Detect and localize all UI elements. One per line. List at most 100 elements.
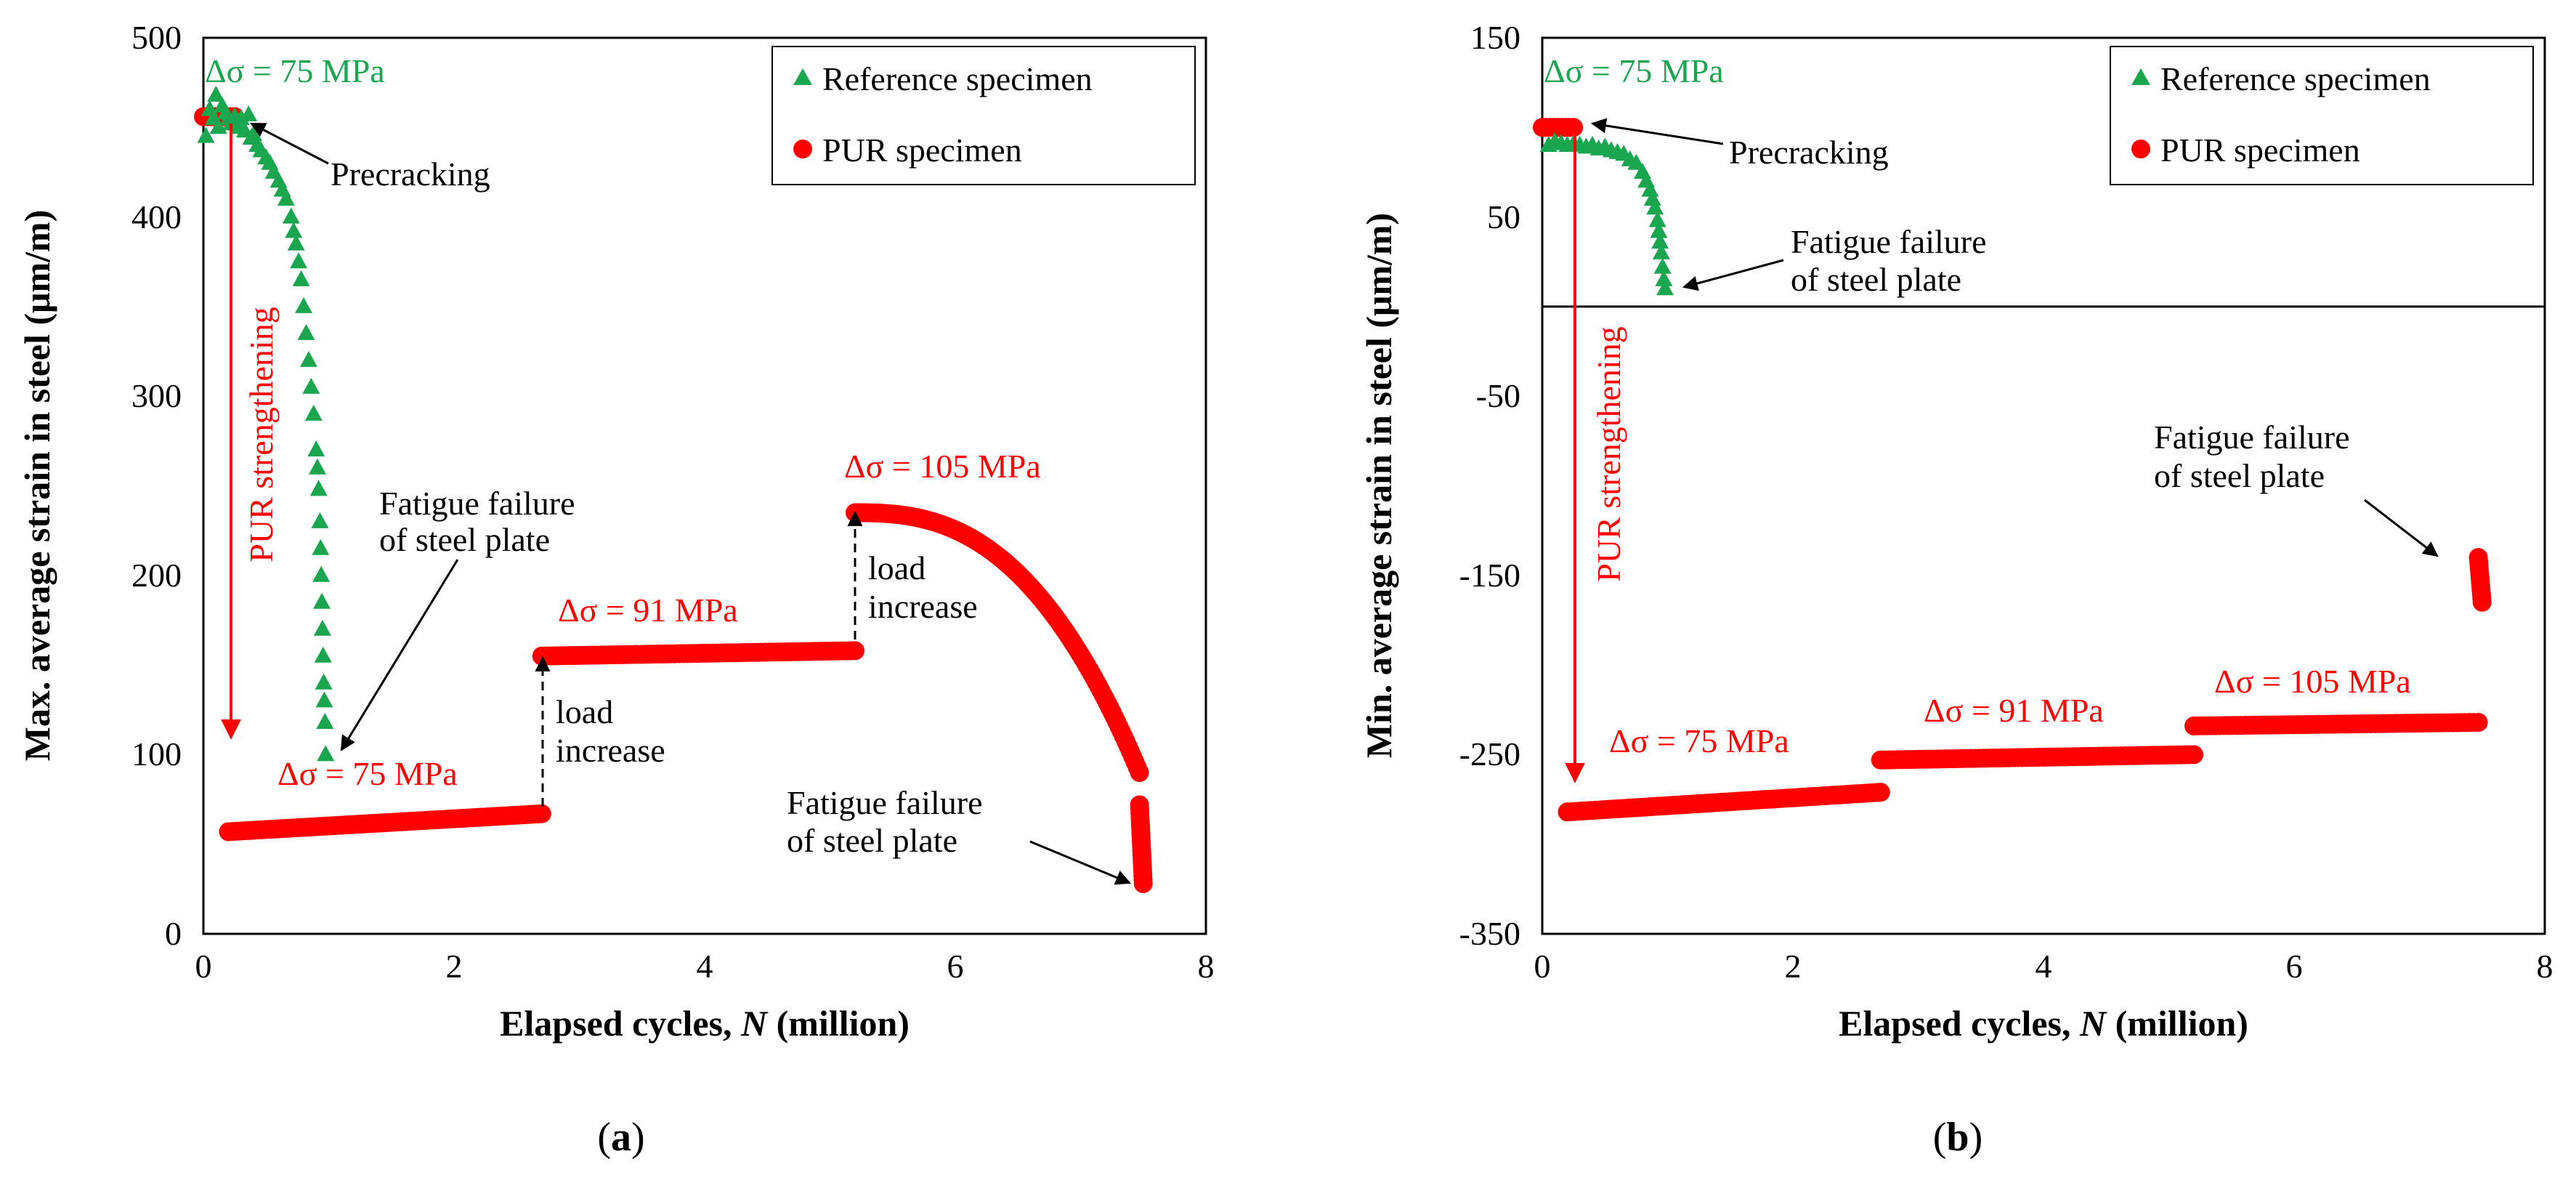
data-point-reference: [240, 105, 258, 122]
data-point-reference: [1650, 222, 1668, 238]
data-point-pur: [1871, 783, 1890, 802]
data-point-reference: [282, 207, 300, 224]
data-point-pur: [2184, 745, 2203, 765]
data-marks-a: [194, 85, 1153, 893]
panel-label-b: (b): [1933, 1115, 1982, 1160]
data-point-pur: [532, 804, 551, 823]
annotation-fatigue-failure-1b: of steel plate: [379, 521, 550, 558]
data-point-reference: [312, 538, 330, 555]
annotation-fatigue-failure-1: Fatigue failure: [379, 485, 575, 522]
x-axis-label-var: N: [2079, 1003, 2107, 1044]
annotation-stress-75-red: Δσ = 75 MPa: [1609, 722, 1789, 759]
x-tick-label: 8: [2537, 948, 2553, 985]
x-tick-label: 2: [446, 948, 463, 985]
data-point-reference: [1646, 198, 1664, 215]
legend-entry-pur: PUR specimen: [822, 132, 1022, 169]
y-tick-label: 100: [131, 735, 182, 772]
annotation-load-2: load: [868, 549, 926, 586]
data-point-reference: [1652, 243, 1670, 259]
x-axis-label-a: Elapsed cycles, N (million): [500, 1003, 910, 1044]
arrow-precracking: [250, 122, 329, 165]
x-tick-label: 6: [947, 948, 964, 985]
data-point-reference: [312, 565, 331, 582]
arrow-fatigue-failure-2: [1029, 840, 1131, 885]
data-point-pur: [846, 641, 864, 661]
y-tick-label: 0: [165, 915, 182, 952]
data-point-reference: [277, 189, 295, 206]
data-point-pur: [2472, 592, 2492, 612]
data-point-reference: [207, 85, 225, 102]
y-tick-label: 200: [131, 557, 182, 594]
x-tick-label: 6: [2286, 948, 2303, 985]
y-tick-label: 150: [1470, 19, 1520, 56]
x-tick-label: 4: [697, 948, 713, 985]
y-tick-label: 500: [131, 19, 182, 56]
panel-letter-b: b: [1946, 1115, 1969, 1160]
annotation-fatigue-failure-2: Fatigue failure: [787, 784, 983, 821]
annotation-increase-1: increase: [556, 732, 665, 769]
plot-area-a: [202, 36, 1207, 935]
data-point-reference: [292, 270, 310, 286]
data-point-reference: [1641, 180, 1659, 197]
annotation-stress-75-green: Δσ = 75 MPa: [1544, 52, 1724, 89]
data-point-reference: [313, 619, 331, 636]
annotation-precracking: Precracking: [331, 156, 490, 193]
x-axis-label-var: N: [740, 1003, 769, 1044]
data-marks-b: [1533, 118, 2492, 822]
data-point-reference: [297, 323, 315, 340]
data-point-reference: [299, 350, 317, 367]
annotation-fatigue-failure-pur-b: of steel plate: [2154, 457, 2325, 494]
data-point-reference: [315, 673, 333, 690]
data-point-reference: [316, 713, 334, 730]
x-axis-label-b: Elapsed cycles, N (million): [1839, 1003, 2248, 1044]
data-point-reference: [1651, 233, 1669, 249]
data-point-reference: [1656, 279, 1674, 296]
y-tick-label: 300: [131, 377, 182, 414]
annotation-stress-75-green: Δσ = 75 MPa: [205, 52, 385, 89]
y-tick-label: 50: [1487, 198, 1520, 235]
y-axis-label-a: Max. average strain in steel (μm/m): [17, 210, 57, 762]
y-tick-label: 400: [131, 198, 182, 235]
annotations-a: Δσ = 75 MPa Precracking PUR strengthenin…: [205, 52, 1131, 885]
annotation-stress-75-red: Δσ = 75 MPa: [278, 755, 458, 792]
legend-marker-reference: [2131, 68, 2150, 85]
annotation-stress-91: Δσ = 91 MPa: [558, 592, 738, 629]
legend-entry-pur: PUR specimen: [2160, 132, 2360, 169]
legend-box: [771, 46, 1196, 185]
legend-marker-pur: [2131, 140, 2150, 158]
data-point-reference: [295, 296, 312, 313]
panel-letter-a: a: [611, 1115, 631, 1160]
legend-b: Reference specimen PUR specimen: [2110, 46, 2534, 185]
x-tick-label: 4: [2036, 948, 2052, 985]
arrow-precracking: [1590, 118, 1724, 145]
legend-entry-reference: Reference specimen: [822, 60, 1093, 97]
data-point-pur: [1130, 763, 1149, 783]
data-point-reference: [1643, 189, 1661, 206]
data-point-reference: [308, 458, 326, 475]
chart-panel-a: 0 100 200 300 400 500 0 2 4 6 8 Elapsed …: [17, 19, 1215, 1160]
plot-area-b: [1541, 36, 2546, 935]
annotation-pur-strengthening: PUR strengthening: [1590, 326, 1627, 581]
annotation-fatigue-failure-ref: Fatigue failure: [1791, 223, 1987, 260]
legend-marker-pur: [793, 140, 812, 158]
data-point-reference: [304, 404, 323, 421]
legend-marker-reference: [793, 68, 812, 85]
annotation-precracking: Precracking: [1729, 134, 1889, 171]
x-tick-label: 0: [195, 948, 212, 985]
data-point-reference: [1655, 270, 1673, 286]
data-point-reference: [290, 252, 308, 269]
data-point-reference: [317, 745, 335, 762]
x-tick-label: 8: [1198, 948, 1215, 985]
annotation-load-1: load: [556, 693, 613, 730]
annotation-fatigue-failure-ref-b: of steel plate: [1791, 261, 1961, 298]
y-tick-label: -150: [1459, 557, 1520, 594]
annotation-pur-strengthening: PUR strengthening: [243, 307, 280, 562]
y-axis-label-b: Min. average strain in steel (μm/m): [1358, 213, 1399, 758]
data-point-reference: [307, 440, 325, 457]
annotation-increase-2: increase: [868, 588, 978, 625]
annotation-stress-105: Δσ = 105 MPa: [844, 448, 1041, 485]
legend-box: [2110, 46, 2534, 185]
arrow-fatigue-failure-ref: [1682, 259, 1784, 291]
data-point-reference: [197, 126, 215, 143]
